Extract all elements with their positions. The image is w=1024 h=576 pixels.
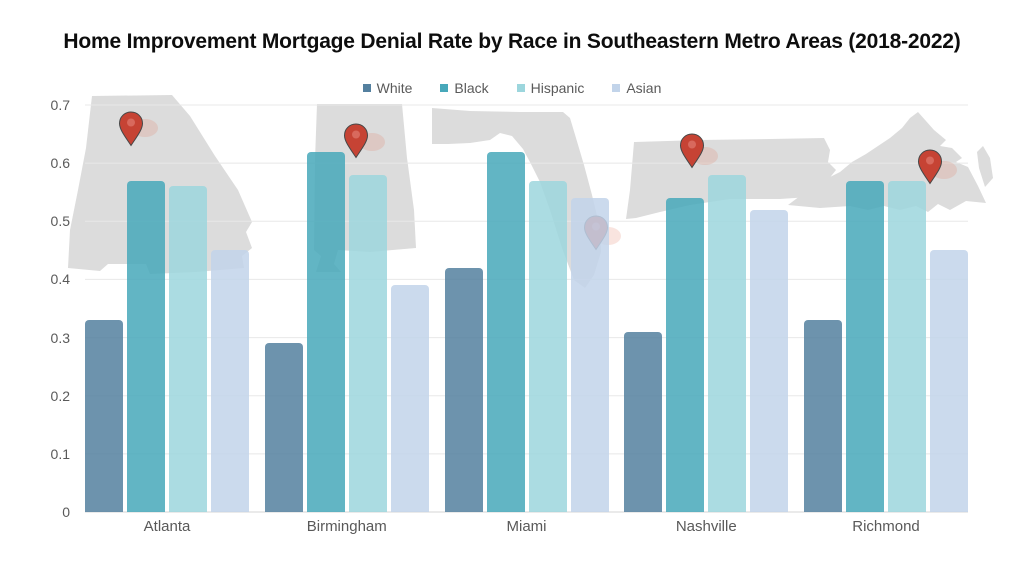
bar-group-richmond	[804, 105, 968, 512]
pin-nashville	[679, 133, 718, 169]
bar-miami-asian	[570, 198, 609, 512]
y-tick-label: 0.4	[50, 271, 70, 288]
bar-richmond-black	[846, 180, 884, 512]
legend-marker-icon	[440, 84, 449, 92]
bar-birmingham-black	[306, 151, 345, 512]
bar-birmingham-white	[264, 343, 303, 512]
bar-richmond-white	[804, 320, 842, 512]
bar-atlanta-white	[85, 320, 123, 512]
y-tick-label: 0.5	[50, 213, 70, 230]
gridlines	[85, 104, 968, 513]
legend-marker-icon	[612, 84, 621, 92]
bar-birmingham-hispanic	[348, 174, 387, 512]
bar-nashville-white	[624, 331, 663, 512]
x-axis-label-birmingham: Birmingham	[306, 518, 387, 535]
legend-item-black: Black	[440, 80, 489, 96]
bar-atlanta-asian	[211, 250, 249, 512]
bar-richmond-hispanic	[888, 180, 926, 512]
y-tick-label: 0.7	[50, 97, 70, 113]
y-tick-label: 0.1	[50, 445, 70, 462]
x-axis-label-atlanta: Atlanta	[143, 518, 191, 535]
bar-plot-area	[85, 105, 968, 512]
delmarva-peninsula-silhouette	[977, 146, 993, 187]
y-tick-label: 0.6	[50, 155, 70, 172]
legend-label: Black	[454, 80, 489, 96]
bar-group-birmingham	[264, 105, 429, 512]
bar-group-nashville	[624, 105, 789, 512]
bar-group-miami	[444, 105, 609, 512]
legend-marker-icon	[516, 84, 525, 92]
pin-birmingham	[343, 123, 385, 159]
y-tick-label: 0.3	[50, 329, 70, 346]
y-tick-label: 0	[62, 504, 70, 520]
florida-state-silhouette	[432, 108, 601, 288]
bar-nashville-hispanic	[708, 174, 747, 512]
legend-label: Asian	[626, 80, 662, 96]
bar-nashville-black	[666, 198, 705, 512]
legend: White Black Hispanic Asian	[0, 80, 1024, 96]
bar-miami-white	[444, 267, 483, 512]
bar-nashville-asian	[750, 209, 789, 512]
legend-label: Hispanic	[530, 80, 585, 96]
bar-atlanta-black	[127, 180, 165, 512]
bar-miami-black	[486, 151, 525, 512]
y-tick-label: 0.2	[50, 387, 70, 404]
legend-item-asian: Asian	[612, 80, 661, 96]
bar-group-atlanta	[85, 105, 249, 512]
x-axis-label-richmond: Richmond	[852, 518, 920, 535]
legend-item-hispanic: Hispanic	[516, 80, 585, 96]
legend-marker-icon	[362, 84, 371, 92]
pin-richmond	[917, 149, 957, 185]
legend-label: White	[376, 80, 413, 96]
bar-atlanta-hispanic	[169, 186, 207, 512]
chart-title: Home Improvement Mortgage Denial Rate by…	[63, 30, 961, 53]
x-axis-label-miami: Miami	[506, 518, 547, 535]
virginia-state-silhouette	[788, 112, 986, 212]
x-axis-label-nashville: Nashville	[675, 518, 737, 535]
x-axis: Atlanta Birmingham Miami Nashville Richmond	[85, 518, 968, 535]
bar-birmingham-asian	[390, 285, 429, 512]
bar-miami-hispanic	[528, 180, 567, 512]
bar-richmond-asian	[930, 250, 968, 512]
pin-atlanta	[118, 111, 158, 147]
legend-item-white: White	[362, 80, 413, 96]
